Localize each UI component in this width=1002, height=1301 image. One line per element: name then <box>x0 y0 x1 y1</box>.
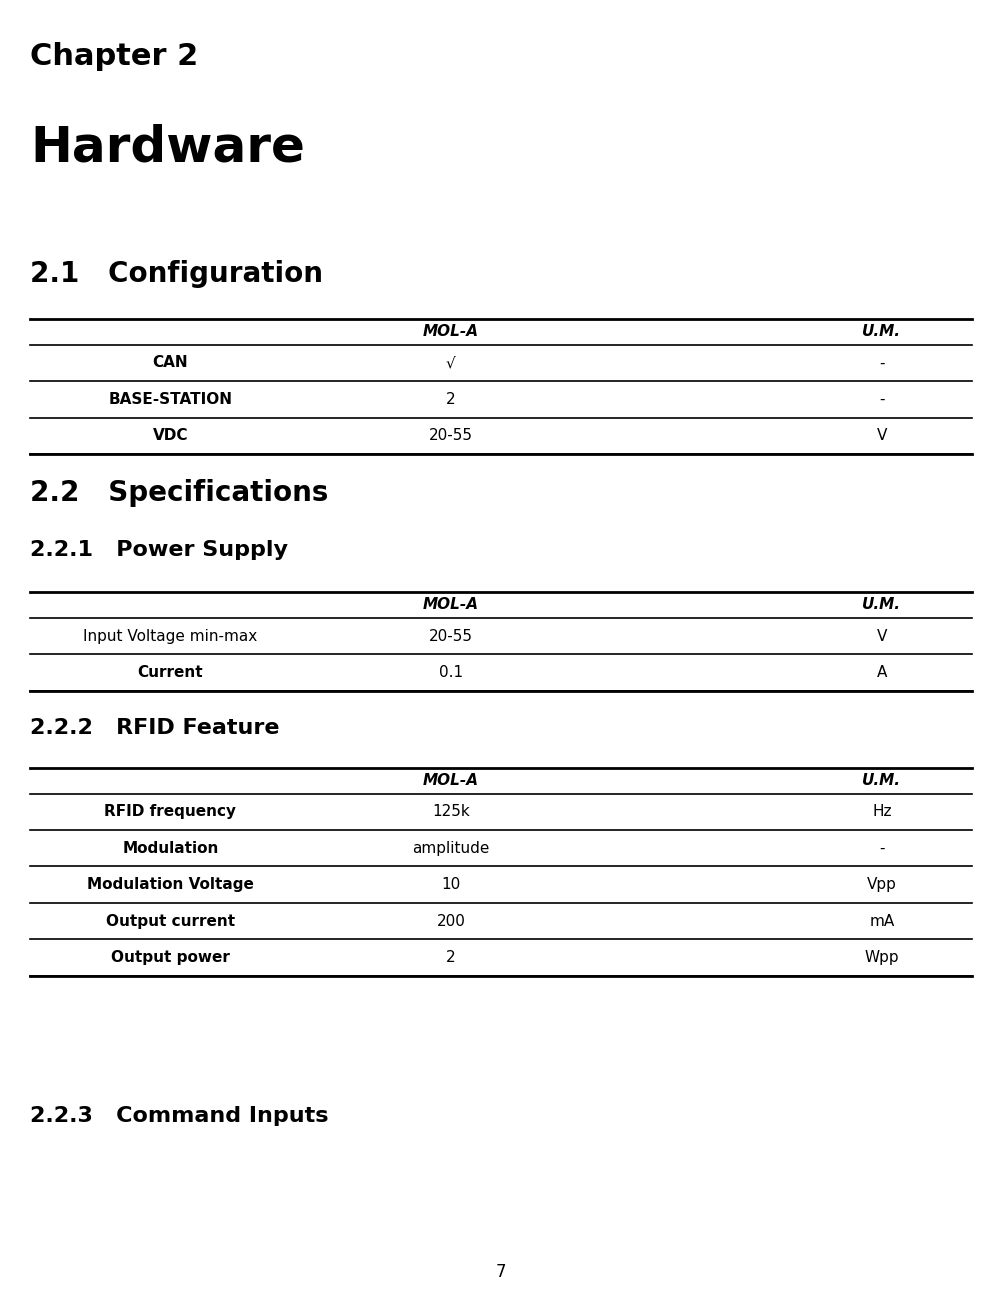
Text: mA: mA <box>869 913 895 929</box>
Text: 7: 7 <box>496 1263 506 1281</box>
Text: 10: 10 <box>441 877 461 892</box>
Text: 0.1: 0.1 <box>439 665 463 680</box>
Text: VDC: VDC <box>152 428 188 444</box>
Text: BASE-STATION: BASE-STATION <box>108 392 232 407</box>
Text: V: V <box>877 428 887 444</box>
Text: RFID frequency: RFID frequency <box>104 804 236 820</box>
Text: U.M.: U.M. <box>863 324 901 340</box>
Text: 2: 2 <box>446 392 456 407</box>
Text: 200: 200 <box>437 913 465 929</box>
Text: Vpp: Vpp <box>867 877 897 892</box>
Text: 20-55: 20-55 <box>429 428 473 444</box>
Text: Output current: Output current <box>106 913 234 929</box>
Text: Input Voltage min-max: Input Voltage min-max <box>83 628 258 644</box>
Text: CAN: CAN <box>152 355 188 371</box>
Text: 2.2   Specifications: 2.2 Specifications <box>30 479 329 507</box>
Text: MOL-A: MOL-A <box>423 597 479 613</box>
Text: Chapter 2: Chapter 2 <box>30 42 198 70</box>
Text: Output power: Output power <box>111 950 229 965</box>
Text: 2.2.3   Command Inputs: 2.2.3 Command Inputs <box>30 1106 329 1125</box>
Text: Current: Current <box>137 665 203 680</box>
Text: Hz: Hz <box>872 804 892 820</box>
Text: √: √ <box>446 355 456 371</box>
Text: A: A <box>877 665 887 680</box>
Text: 2.2.2   RFID Feature: 2.2.2 RFID Feature <box>30 718 280 738</box>
Text: Wpp: Wpp <box>865 950 899 965</box>
Text: V: V <box>877 628 887 644</box>
Text: Hardware: Hardware <box>30 124 305 172</box>
Text: U.M.: U.M. <box>863 597 901 613</box>
Text: -: - <box>879 840 885 856</box>
Text: 125k: 125k <box>432 804 470 820</box>
Text: U.M.: U.M. <box>863 773 901 788</box>
Text: 2.2.1   Power Supply: 2.2.1 Power Supply <box>30 540 288 559</box>
Text: Modulation Voltage: Modulation Voltage <box>87 877 254 892</box>
Text: MOL-A: MOL-A <box>423 773 479 788</box>
Text: amplitude: amplitude <box>412 840 490 856</box>
Text: -: - <box>879 355 885 371</box>
Text: -: - <box>879 392 885 407</box>
Text: Modulation: Modulation <box>122 840 218 856</box>
Text: 2: 2 <box>446 950 456 965</box>
Text: 2.1   Configuration: 2.1 Configuration <box>30 260 323 289</box>
Text: MOL-A: MOL-A <box>423 324 479 340</box>
Text: 20-55: 20-55 <box>429 628 473 644</box>
